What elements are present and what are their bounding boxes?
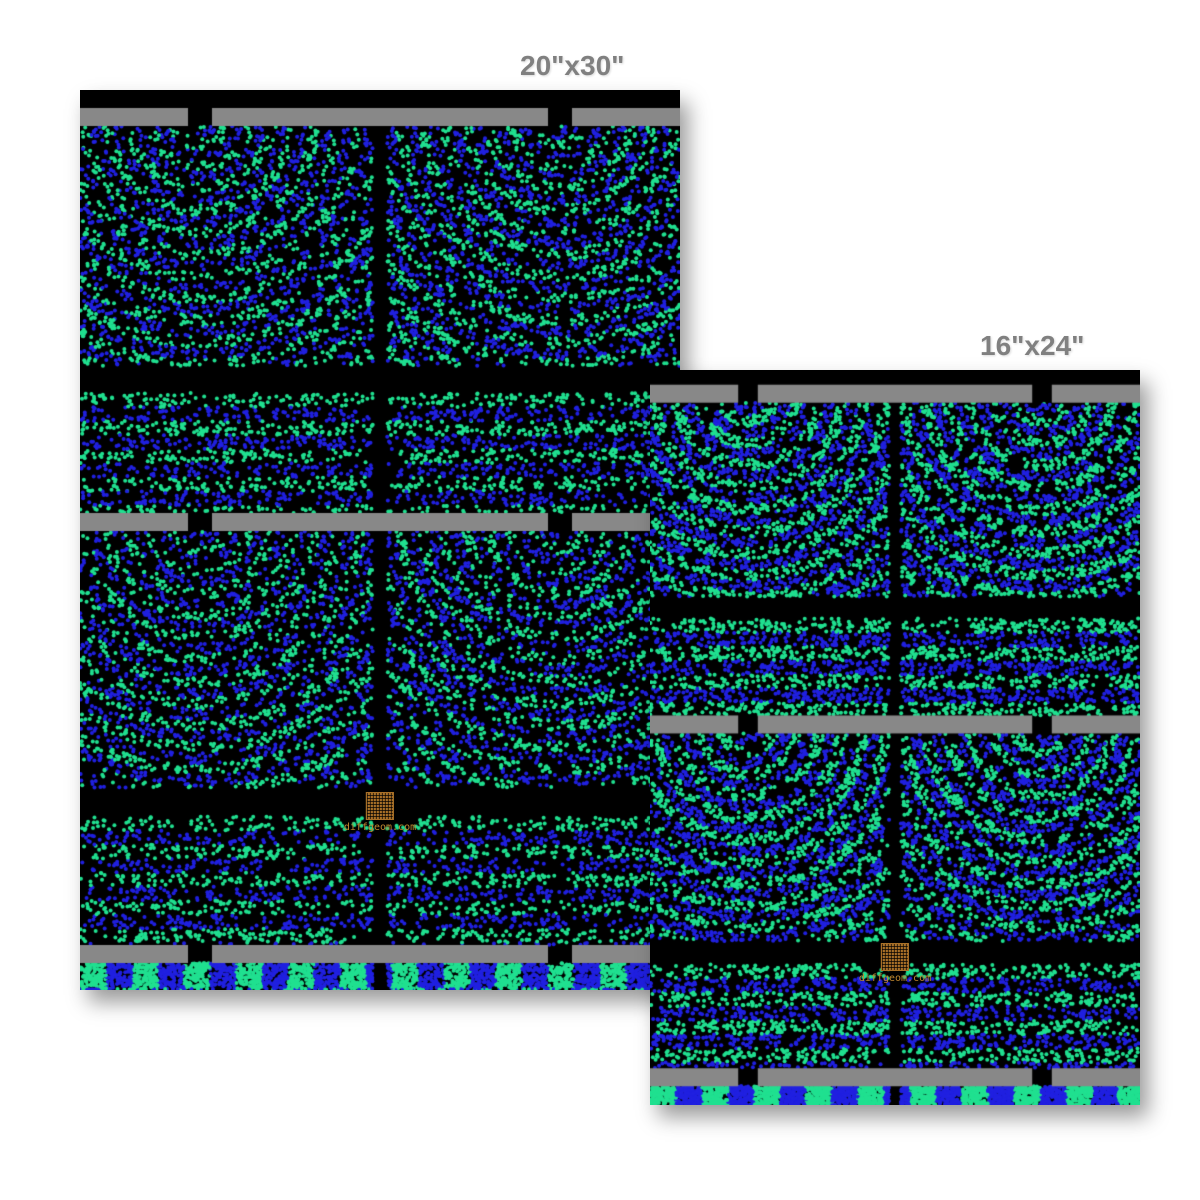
watermark-small: diffgeom.com [859,943,931,984]
poster-small: diffgeom.com [650,370,1140,1105]
poster-large: diffgeom.com [80,90,680,990]
size-label-small: 16"x24" [980,330,1084,362]
qr-icon [366,792,394,820]
qr-icon [881,943,909,971]
poster-art-large [80,90,680,990]
watermark-large: diffgeom.com [344,792,416,833]
poster-art-small [650,370,1140,1105]
watermark-text: diffgeom.com [859,973,931,984]
watermark-text: diffgeom.com [344,822,416,833]
size-label-large: 20"x30" [520,50,624,82]
